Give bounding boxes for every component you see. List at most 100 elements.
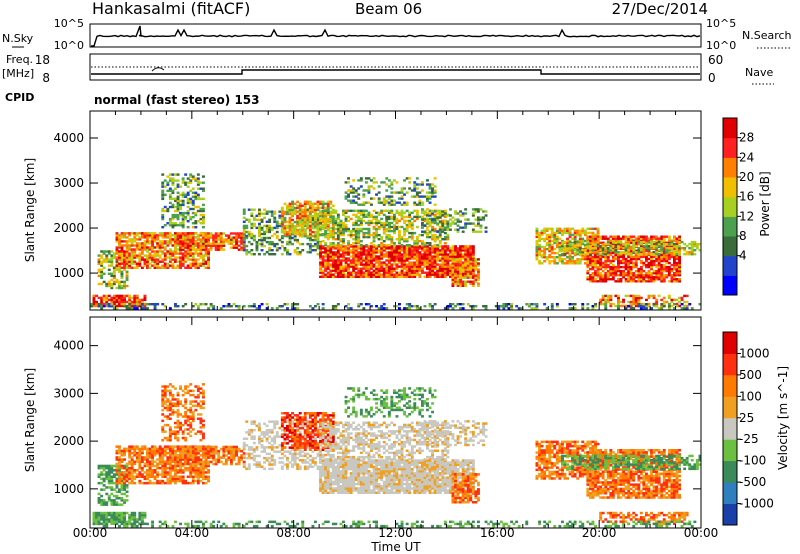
heatmap-cell: [619, 280, 623, 283]
heatmap-cell: [349, 251, 353, 254]
heatmap-cell: [349, 259, 353, 262]
heatmap-cell: [662, 267, 666, 271]
heatmap-cell: [321, 259, 325, 262]
heatmap-cell: [622, 235, 625, 238]
heatmap-cell: [148, 246, 152, 249]
heatmap-cell: [403, 259, 406, 262]
heatmap-cell: [459, 245, 462, 248]
heatmap-cell: [316, 208, 320, 212]
heatmap-cell: [306, 208, 310, 211]
heatmap-cell: [591, 237, 595, 241]
heatmap-cell: [662, 263, 666, 267]
heatmap-cell: [604, 235, 608, 238]
heatmap-cell: [301, 210, 305, 214]
heatmap-cell: [413, 261, 417, 264]
heatmap-cell: [184, 246, 188, 249]
heatmap-cell: [660, 259, 664, 263]
nsky-label: N.Sky: [2, 32, 34, 45]
heatmap-cell: [400, 257, 404, 260]
heatmap-cell: [372, 244, 376, 247]
heatmap-cell: [589, 244, 592, 248]
heatmap-cell: [660, 272, 664, 275]
heatmap-cell: [436, 255, 440, 258]
heatmap-cell: [176, 232, 180, 235]
heatmap-cell: [184, 266, 188, 269]
heatmap-cell: [415, 271, 419, 274]
heatmap-cell: [189, 207, 193, 211]
heatmap-cell: [275, 307, 279, 310]
heatmap-cell: [693, 242, 697, 246]
heatmap-cell: [418, 183, 422, 186]
heatmap-cell: [301, 212, 305, 216]
heatmap-cell: [675, 251, 679, 254]
heatmap-cell: [421, 223, 424, 227]
heatmap-cell: [393, 213, 396, 217]
heatmap-cell: [431, 259, 434, 262]
heatmap-cell: [362, 213, 366, 217]
heatmap-cell: [181, 220, 185, 223]
heatmap-cell: [667, 245, 671, 248]
heatmap-cell: [372, 259, 376, 262]
heatmap-cell: [624, 261, 628, 265]
heatmap-cell: [194, 193, 198, 196]
heatmap-cell: [385, 215, 389, 219]
heatmap-cell: [336, 213, 340, 217]
heatmap-cell: [405, 275, 409, 278]
heatmap-cell: [400, 244, 404, 247]
heatmap-cell: [423, 224, 427, 227]
heatmap-cell: [270, 228, 274, 232]
heatmap-cell: [408, 181, 412, 184]
heatmap-cell: [174, 187, 177, 190]
heatmap-cell: [415, 259, 419, 262]
heatmap-cell: [624, 244, 628, 248]
heatmap-cell: [357, 303, 361, 306]
heatmap-cell: [385, 238, 389, 241]
heatmap-cell: [586, 237, 590, 240]
heatmap-cell: [344, 217, 348, 221]
heatmap-cell: [382, 199, 386, 202]
heatmap-cell: [342, 265, 345, 268]
heatmap-cell: [181, 226, 185, 229]
heatmap-cell: [393, 242, 396, 245]
heatmap-cell: [614, 253, 618, 257]
heatmap-cell: [690, 242, 694, 246]
heatmap-cell: [459, 247, 462, 250]
heatmap-cell: [426, 255, 429, 258]
heatmap-cell: [186, 240, 190, 243]
heatmap-cell: [301, 249, 305, 252]
heatmap-cell: [207, 234, 210, 237]
beam-title: Beam 06: [355, 0, 422, 18]
heatmap-cell: [242, 212, 246, 215]
heatmap-cell: [209, 244, 213, 247]
heatmap-cell: [573, 235, 577, 239]
heatmap-cell: [418, 195, 422, 198]
heatmap-cell: [367, 271, 371, 274]
heatmap-cell: [161, 185, 165, 188]
heatmap-cell: [359, 223, 363, 227]
heatmap-cell: [655, 247, 659, 250]
heatmap-cell: [130, 242, 134, 245]
heatmap-cell: [212, 242, 216, 245]
heatmap-cell: [393, 227, 396, 231]
heatmap-cell: [174, 179, 177, 182]
heatmap-cell: [550, 239, 554, 243]
heatmap-cell: [390, 215, 394, 219]
heatmap-cell: [558, 237, 562, 241]
heatmap-cell: [321, 265, 325, 268]
heatmap-cell: [291, 233, 294, 236]
heatmap-cell: [357, 203, 361, 206]
heatmap-cell: [604, 274, 608, 277]
heatmap-cell: [642, 247, 646, 250]
heatmap-cell: [415, 255, 419, 258]
heatmap-cell: [156, 303, 160, 306]
heatmap-cell: [410, 217, 414, 221]
heatmap-cell: [619, 259, 623, 263]
heatmap-cell: [161, 197, 165, 201]
heatmap-cell: [204, 262, 208, 265]
heatmap-cell: [196, 244, 200, 247]
heatmap-cell: [606, 276, 610, 279]
heatmap-cell: [115, 298, 119, 302]
heatmap-cell: [446, 235, 450, 239]
heatmap-cell: [589, 255, 592, 259]
heatmap-cell: [163, 224, 167, 227]
